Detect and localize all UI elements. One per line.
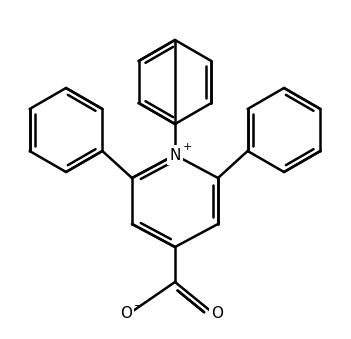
Text: −: −: [134, 301, 144, 311]
Text: N: N: [169, 147, 181, 162]
Text: O: O: [120, 305, 132, 320]
Text: O: O: [211, 305, 223, 320]
Text: +: +: [182, 142, 192, 152]
